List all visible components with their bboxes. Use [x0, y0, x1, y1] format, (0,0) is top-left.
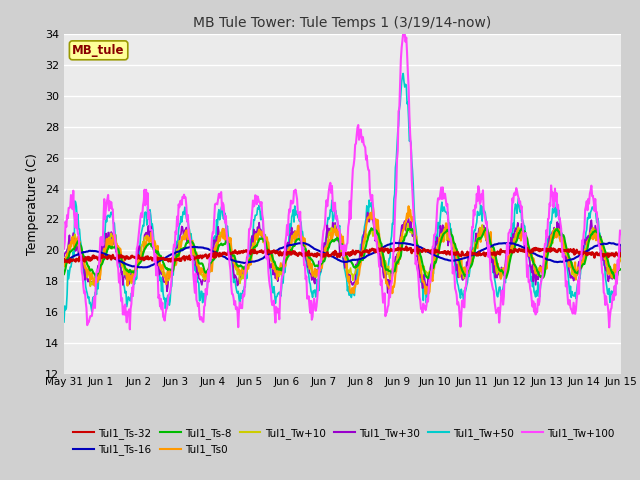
Title: MB Tule Tower: Tule Temps 1 (3/19/14-now): MB Tule Tower: Tule Temps 1 (3/19/14-now… [193, 16, 492, 30]
Text: MB_tule: MB_tule [72, 44, 125, 57]
Legend: Tul1_Ts-32, Tul1_Ts-16, Tul1_Ts-8, Tul1_Ts0, Tul1_Tw+10, Tul1_Tw+30, Tul1_Tw+50,: Tul1_Ts-32, Tul1_Ts-16, Tul1_Ts-8, Tul1_… [69, 424, 619, 459]
Y-axis label: Temperature (C): Temperature (C) [26, 153, 39, 255]
